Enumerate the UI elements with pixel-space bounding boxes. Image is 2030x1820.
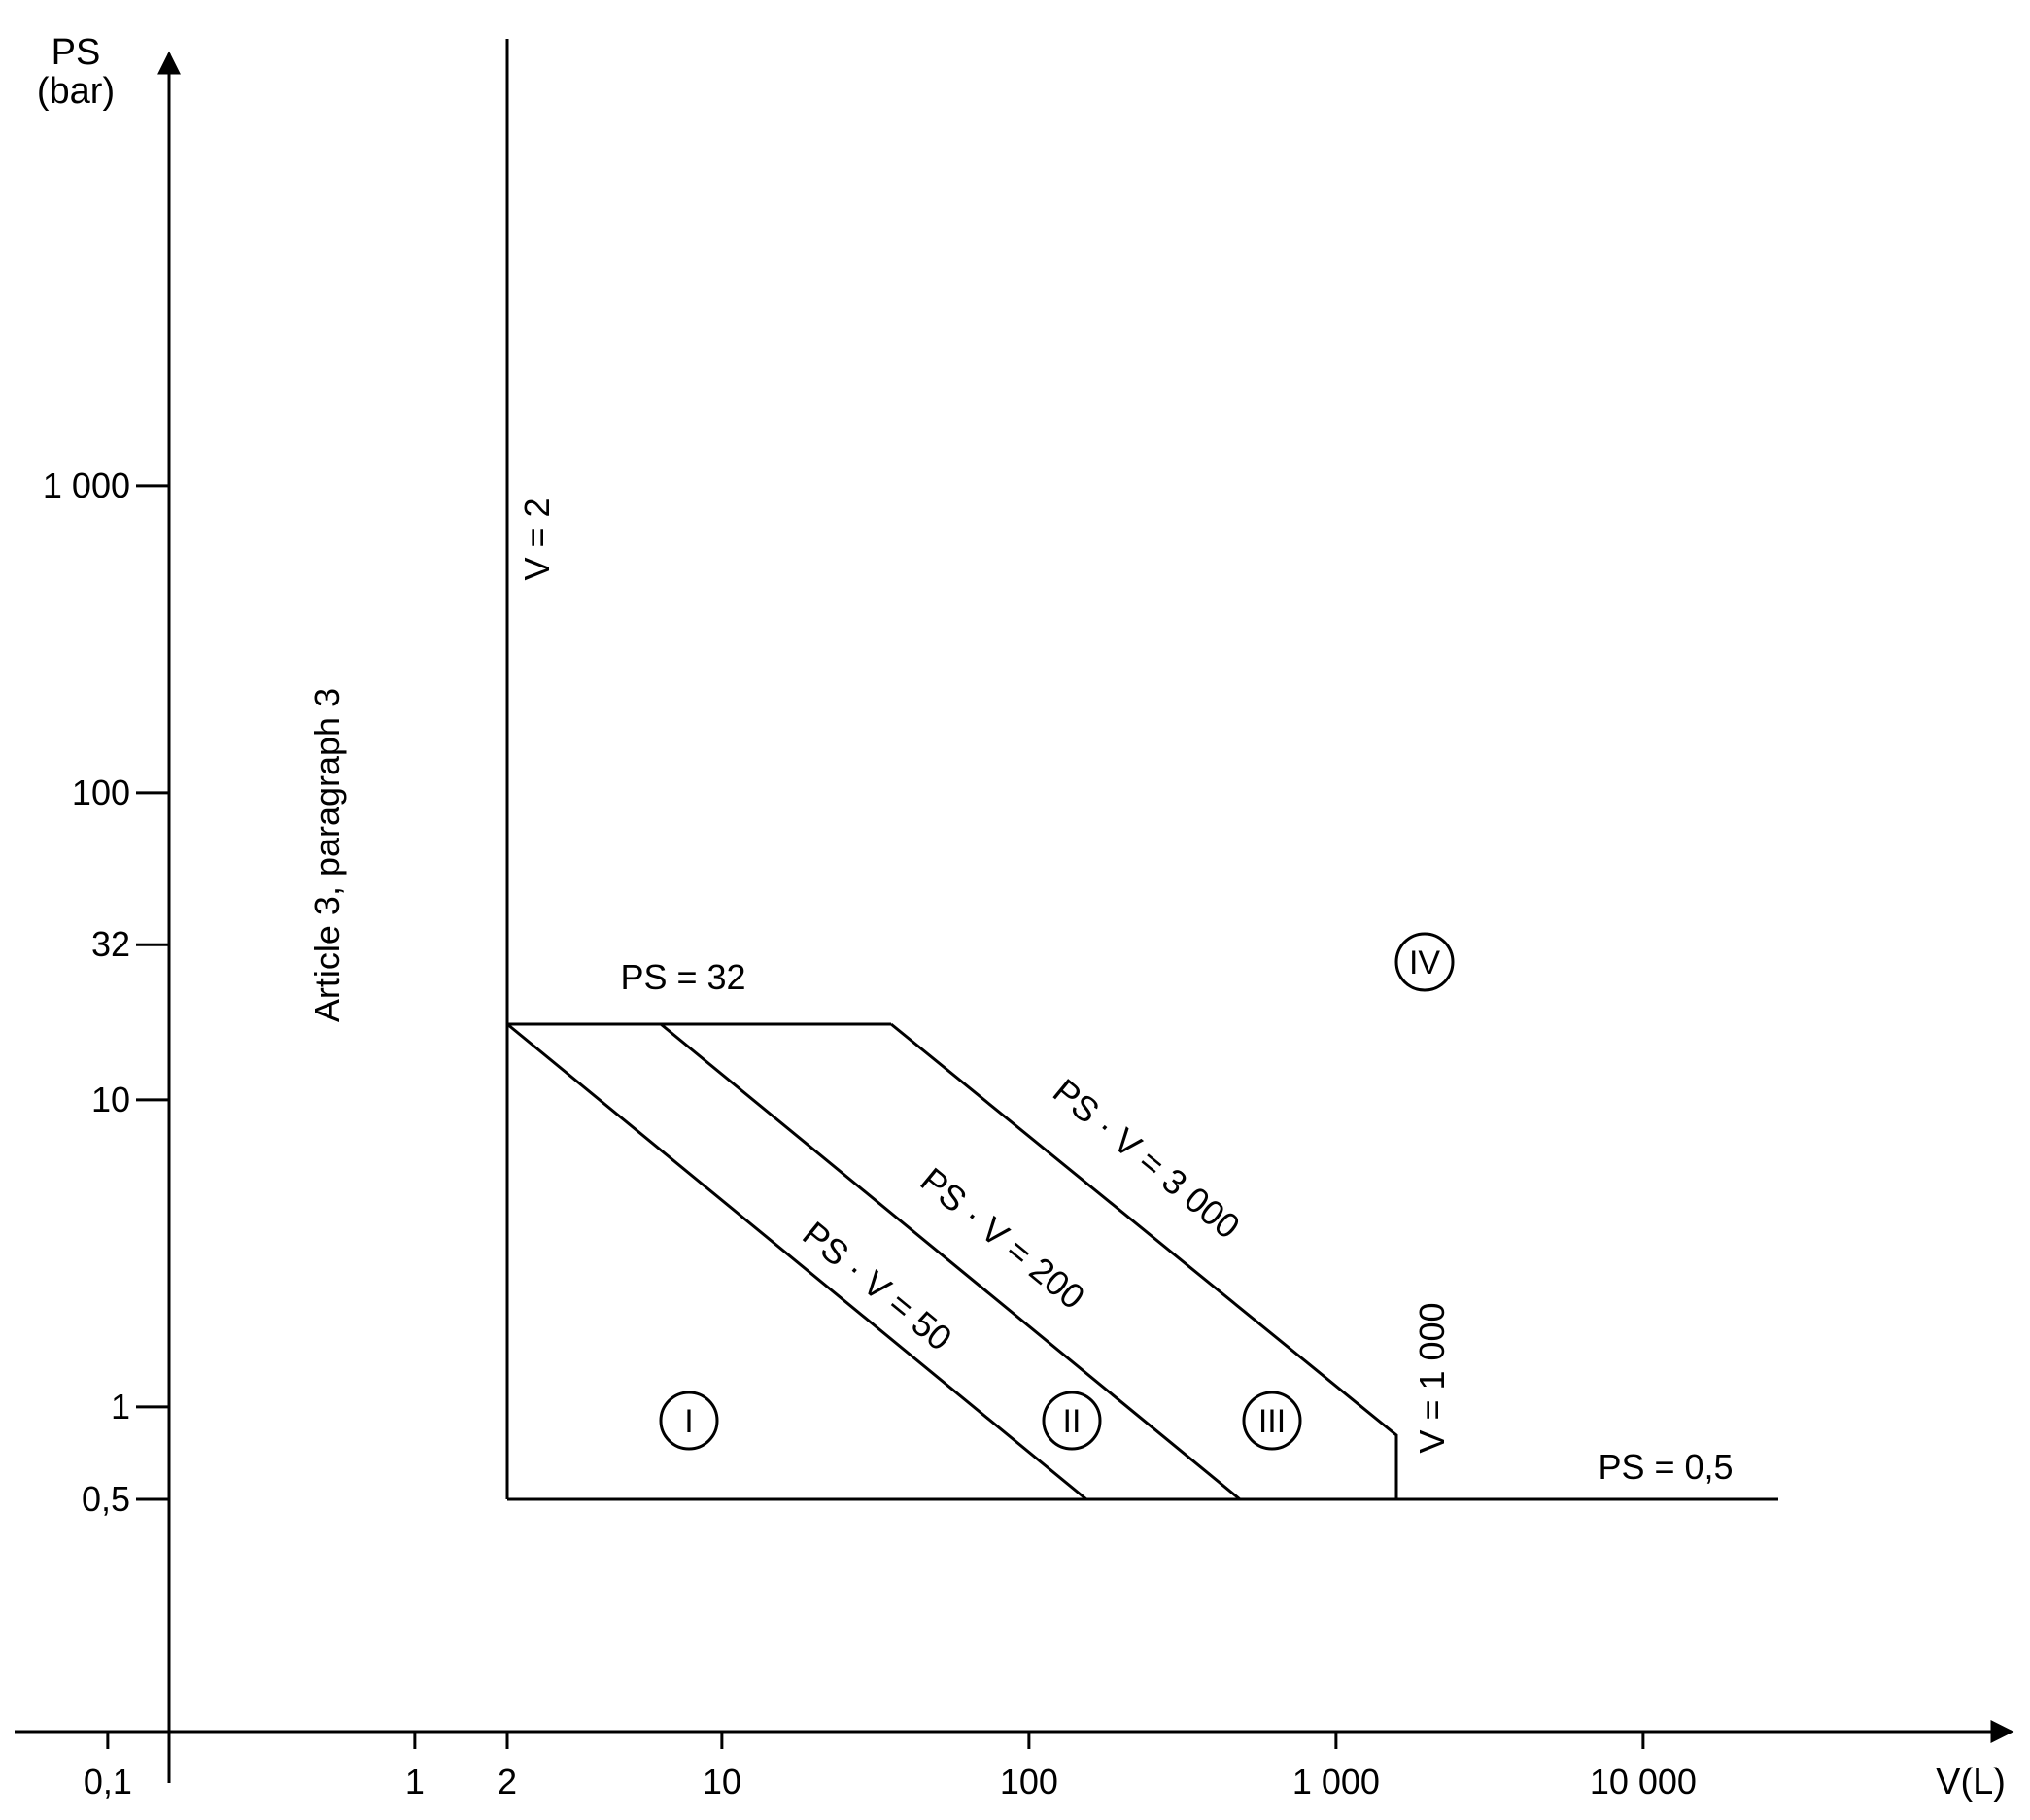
category-III-label: III xyxy=(1258,1403,1286,1440)
category-II-label: II xyxy=(1063,1403,1082,1440)
ps05-label: PS = 0,5 xyxy=(1598,1447,1733,1487)
pv200-label: PS · V = 200 xyxy=(913,1159,1093,1317)
x-tick-label: 1 000 xyxy=(1292,1762,1380,1802)
pv50-label: PS · V = 50 xyxy=(795,1214,959,1358)
y-axis-title-line1: PS xyxy=(52,32,101,73)
y-tick-label: 10 xyxy=(91,1080,130,1119)
y-axis-title-line2: (bar) xyxy=(37,71,115,112)
y-ticks: 1 000 100 32 10 1 0,5 xyxy=(43,465,169,1519)
v1000-label: V = 1 000 xyxy=(1412,1302,1452,1453)
x-axis-title: V(L) xyxy=(1936,1762,2006,1803)
pv3000-line xyxy=(890,1022,1398,1499)
x-tick-label: 0,1 xyxy=(84,1762,132,1802)
y-tick-label: 100 xyxy=(72,773,130,812)
article-region-label: Article 3, paragraph 3 xyxy=(307,688,347,1022)
pv3000-label: PS · V = 3 000 xyxy=(1046,1071,1248,1247)
x-tick-label: 100 xyxy=(1000,1762,1058,1802)
y-tick-label: 32 xyxy=(91,924,130,964)
category-I-marker: I xyxy=(659,1391,719,1451)
x-ticks: 0,1 1 2 10 100 1 000 10 000 xyxy=(84,1732,1697,1802)
x-tick-label: 2 xyxy=(498,1762,517,1802)
category-II-marker: II xyxy=(1042,1391,1102,1451)
ps32-label: PS = 32 xyxy=(620,957,745,997)
y-tick-label: 0,5 xyxy=(82,1479,130,1519)
category-I-label: I xyxy=(684,1403,693,1440)
v2-label: V = 2 xyxy=(517,498,557,580)
x-tick-label: 1 xyxy=(405,1762,425,1802)
x-tick-label: 10 xyxy=(703,1762,741,1802)
pv50-line xyxy=(506,1022,1087,1501)
category-IV-marker: IV xyxy=(1394,932,1455,992)
category-IV-label: IV xyxy=(1409,944,1440,981)
y-tick-label: 1 xyxy=(111,1387,130,1426)
pv200-line xyxy=(660,1022,1241,1501)
x-tick-label: 10 000 xyxy=(1590,1762,1697,1802)
y-tick-label: 1 000 xyxy=(43,465,130,505)
category-III-marker: III xyxy=(1242,1391,1302,1451)
